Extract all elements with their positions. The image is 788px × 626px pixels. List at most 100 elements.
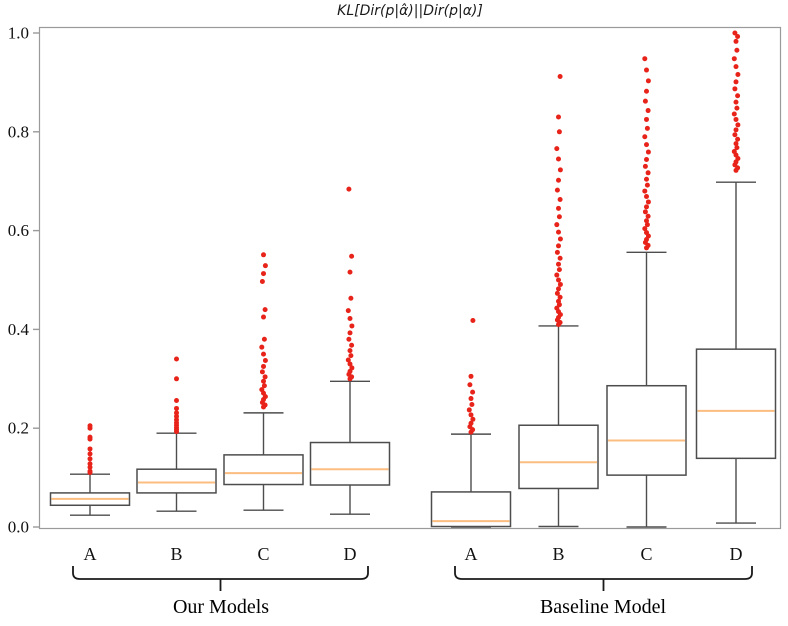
outlier-point — [557, 73, 563, 79]
y-tick-label: 0.4 — [8, 320, 30, 339]
box-C — [606, 384, 687, 476]
outlier-point — [554, 222, 560, 228]
outlier-point — [174, 398, 179, 404]
outlier-point — [644, 176, 649, 182]
outlier-point — [644, 116, 649, 122]
outlier-point — [261, 378, 266, 384]
outlier-point — [732, 86, 738, 92]
box-B — [136, 468, 217, 494]
outlier-point — [645, 108, 651, 114]
outlier-point — [557, 236, 563, 242]
outlier-point — [556, 205, 561, 211]
outlier-point — [554, 249, 560, 255]
outlier-point — [259, 344, 265, 350]
outlier-point — [466, 407, 472, 413]
outlier-point — [644, 230, 649, 236]
outlier-point — [262, 374, 268, 380]
outlier-point — [174, 410, 179, 416]
outlier-point — [556, 214, 562, 220]
outlier-point — [644, 182, 650, 188]
plot-frame — [38, 26, 782, 530]
outlier-point — [468, 420, 474, 426]
outlier-point — [556, 156, 561, 162]
x-category-label: B — [552, 544, 564, 564]
group-brace — [454, 566, 753, 591]
outlier-point — [642, 56, 648, 62]
outlier-point — [733, 127, 739, 133]
outlier-point — [174, 356, 179, 362]
x-category-label: D — [730, 544, 743, 564]
outlier-point — [556, 286, 561, 292]
outlier-point — [468, 412, 474, 418]
outlier-point — [644, 218, 649, 224]
outlier-point — [261, 383, 267, 389]
outlier-point — [732, 132, 738, 138]
outlier-point — [87, 461, 93, 467]
outlier-point — [347, 348, 353, 354]
outlier-point — [349, 323, 355, 329]
outlier-point — [346, 186, 352, 192]
outlier-point — [347, 361, 353, 367]
y-tick-label: 0.6 — [8, 221, 29, 240]
y-tick-label: 0.0 — [8, 518, 29, 537]
outlier-point — [259, 369, 265, 375]
outlier-point — [734, 145, 740, 151]
group-label-our-models: Our Models — [172, 596, 270, 618]
outlier-point — [470, 318, 476, 324]
outlier-point — [262, 263, 268, 269]
outlier-point — [468, 373, 474, 379]
outlier-point — [346, 336, 352, 342]
outlier-point — [733, 79, 739, 85]
outlier-point — [642, 188, 648, 194]
outlier-point — [734, 105, 740, 111]
outlier-point — [557, 196, 563, 202]
outlier-point — [345, 357, 351, 363]
y-tick-label: 0.2 — [8, 419, 29, 438]
outlier-point — [345, 308, 351, 314]
y-tick-label: 0.8 — [8, 122, 29, 141]
outlier-point — [262, 307, 268, 313]
outlier-point — [644, 67, 649, 73]
outlier-point — [348, 295, 354, 301]
outlier-point — [174, 413, 179, 419]
outlier-point — [556, 177, 561, 183]
outlier-point — [261, 351, 266, 357]
outlier-point — [174, 405, 179, 411]
outlier-point — [645, 170, 651, 176]
outlier-point — [557, 167, 563, 173]
outlier-point — [731, 111, 737, 117]
outlier-point — [87, 456, 93, 462]
outlier-point — [349, 342, 355, 348]
outlier-point — [645, 149, 651, 155]
outlier-point — [734, 47, 740, 53]
outlier-point — [731, 149, 737, 155]
box-B — [518, 424, 599, 490]
outlier-point — [348, 353, 354, 359]
box-D — [309, 441, 391, 486]
outlier-point — [642, 209, 648, 215]
outlier-point — [556, 277, 561, 283]
outlier-point — [735, 33, 741, 39]
x-category-label: C — [640, 544, 652, 564]
outlier-point — [556, 114, 561, 120]
x-category-label: C — [257, 544, 269, 564]
outlier-point — [557, 281, 563, 287]
outlier-point — [554, 187, 560, 193]
outlier-point — [259, 278, 265, 284]
outlier-point — [735, 71, 741, 77]
box-C — [223, 454, 304, 486]
outlier-point — [554, 146, 560, 152]
outlier-point — [735, 122, 741, 128]
outlier-point — [262, 358, 268, 364]
outlier-point — [735, 136, 741, 142]
outlier-point — [642, 98, 648, 104]
outlier-point — [644, 125, 650, 131]
outlier-point — [556, 298, 561, 304]
outlier-point — [644, 194, 649, 200]
outlier-point — [557, 294, 563, 300]
outlier-point — [347, 269, 353, 275]
outlier-point — [87, 446, 93, 452]
outlier-point — [554, 305, 560, 311]
outlier-point — [733, 116, 739, 122]
